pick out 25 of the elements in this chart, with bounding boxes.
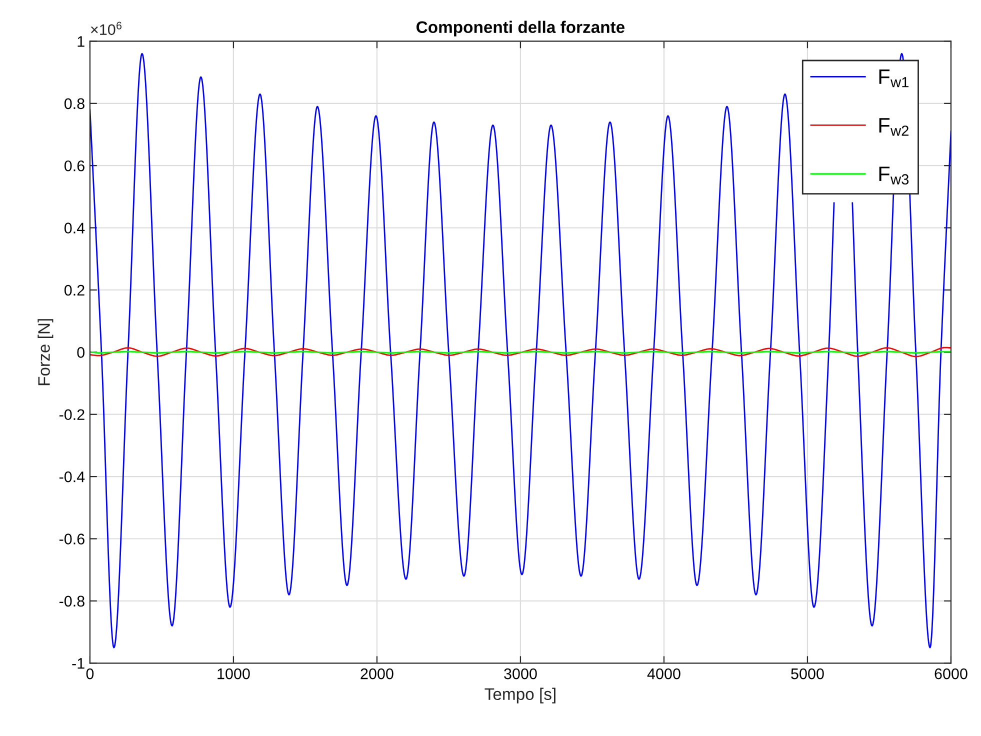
y-tick-label: -0.6 xyxy=(59,534,84,544)
y-tick-label: -1 xyxy=(72,658,84,669)
legend-label: F$_{w2}$ xyxy=(879,118,908,136)
x-tick-label: 2000 xyxy=(360,668,394,680)
legend-label: F$_{w3}$ xyxy=(879,166,909,185)
x-axis-title: Tempo [s] xyxy=(484,688,556,704)
y-tick-label: -0.4 xyxy=(59,471,85,482)
x-tick-label: 5000 xyxy=(791,668,824,680)
y-tick-label: -0.8 xyxy=(59,596,84,607)
y-tick-label: 0.8 xyxy=(64,98,84,110)
y-tick-label: 0 xyxy=(77,347,84,358)
x-tick-label: 4000 xyxy=(647,668,680,680)
chart-title: Componenti della forzante xyxy=(416,20,625,36)
y-axis-title: Forze [N] xyxy=(38,319,54,386)
y-tick-label: 0.6 xyxy=(64,160,84,172)
y-tick-label: 0.4 xyxy=(64,222,85,234)
x-tick-label: 3000 xyxy=(504,668,537,680)
y-tick-label: -0.2 xyxy=(59,409,84,420)
x-tick-label: 6000 xyxy=(934,668,968,680)
x-tick-label: 1000 xyxy=(218,668,250,680)
x-tick-label: 0 xyxy=(86,668,94,680)
legend-label: F$_{w1}$ xyxy=(879,70,908,88)
y-tick-label: 0.2 xyxy=(64,284,84,296)
y-tick-label: 1 xyxy=(78,36,84,47)
text: ×10$^{6}$ xyxy=(91,22,122,36)
